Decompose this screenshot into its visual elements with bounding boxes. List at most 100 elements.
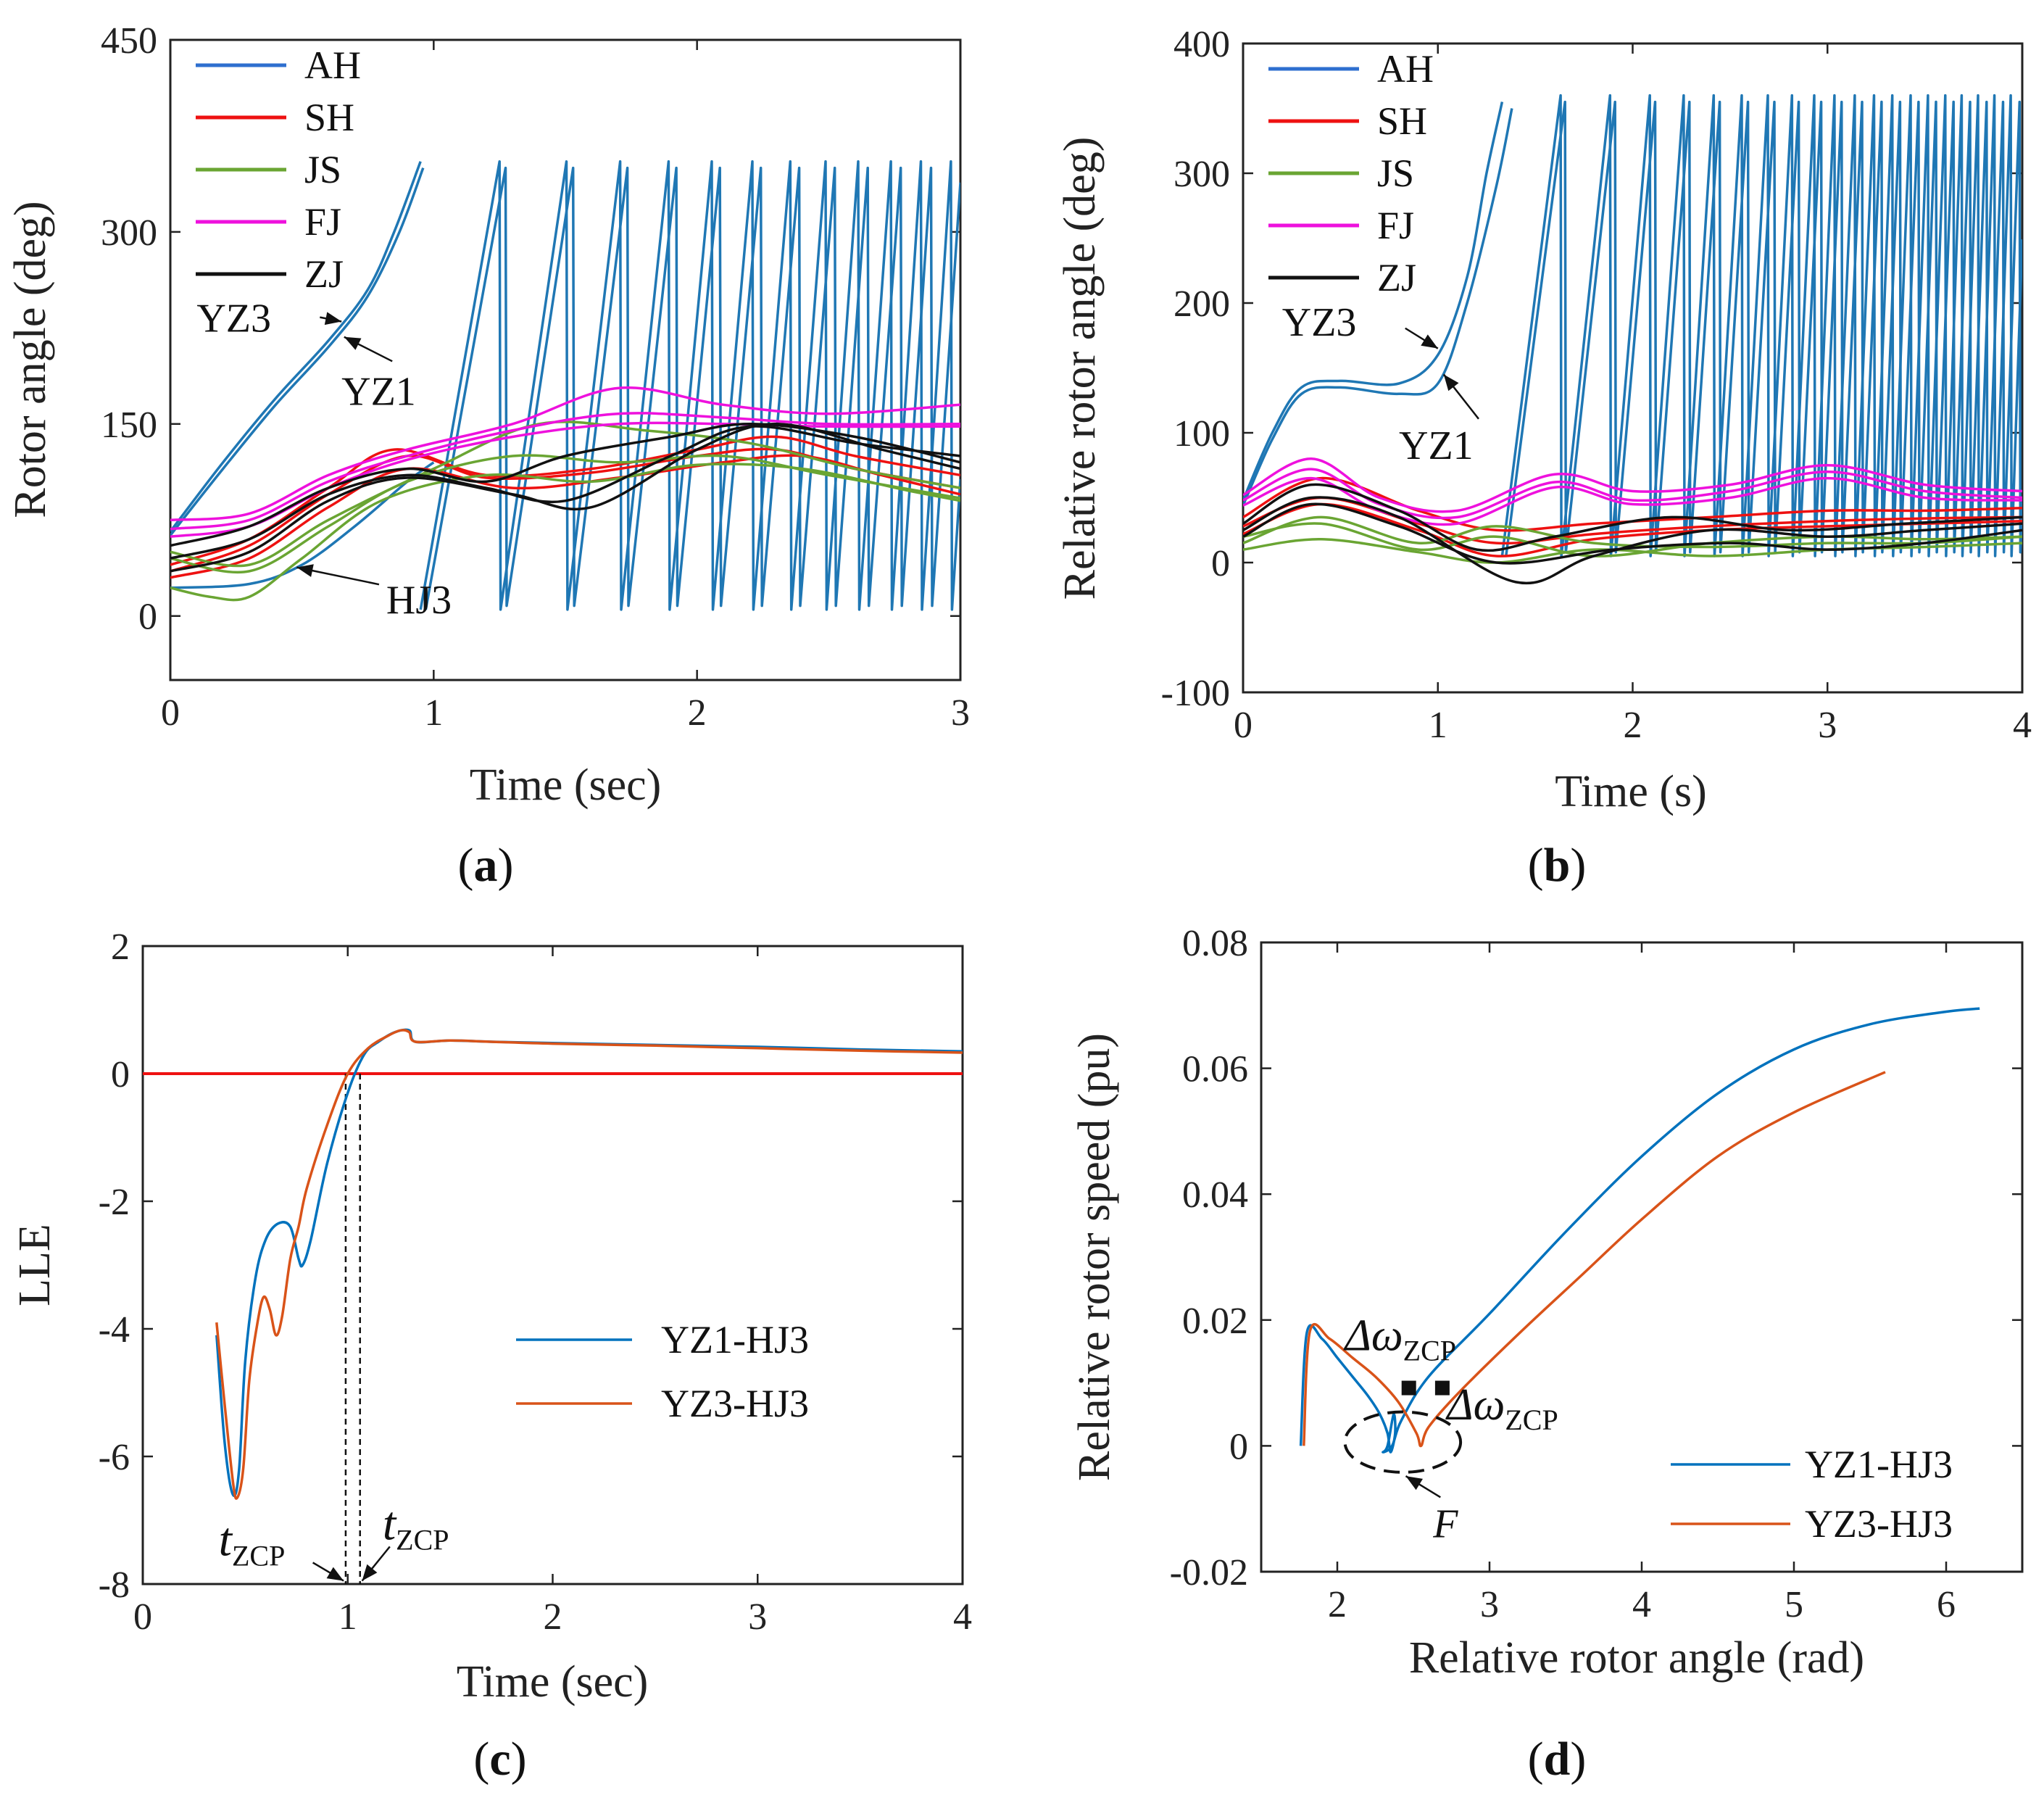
annotation-arrowhead xyxy=(1405,1476,1423,1491)
y-tick-label: 150 xyxy=(101,405,157,446)
legend-label: ZJ xyxy=(304,252,344,296)
y-tick-label: 300 xyxy=(1173,154,1230,195)
y-tick-label: 0.02 xyxy=(1182,1301,1248,1342)
x-tick-label: 2 xyxy=(1328,1584,1347,1625)
annotation-arrowhead xyxy=(296,564,314,577)
annotation-arrowhead xyxy=(1443,374,1459,391)
plot-area xyxy=(170,160,960,611)
x-tick-label: 3 xyxy=(1480,1584,1499,1625)
y-tick-label: -0.02 xyxy=(1170,1552,1248,1593)
series-line xyxy=(1243,476,2022,526)
annotation-arrowhead xyxy=(1421,334,1438,349)
y-tick-label: 0.04 xyxy=(1182,1174,1248,1216)
annotation-label: YZ1 xyxy=(341,369,416,414)
y-tick-label: 450 xyxy=(101,20,157,62)
y-tick-label: 0 xyxy=(1211,543,1230,584)
series-line xyxy=(170,454,960,574)
y-axis-label: Rotor angle (deg) xyxy=(6,201,55,518)
legend-label: YZ1-HJ3 xyxy=(1805,1443,1953,1486)
series-line xyxy=(170,454,960,579)
y-tick-label: -6 xyxy=(99,1437,130,1478)
plot-area xyxy=(1299,1007,1980,1454)
x-tick-label: 2 xyxy=(1624,705,1642,746)
y-tick-label: 300 xyxy=(101,212,157,254)
annotation-label: ΔωZCP xyxy=(1445,1380,1558,1436)
y-tick-label: -8 xyxy=(99,1564,130,1606)
annotation-subscript: ZCP xyxy=(396,1523,449,1556)
legend-label: ZJ xyxy=(1377,256,1416,299)
x-tick-label: 4 xyxy=(953,1596,972,1638)
annotation-symbol: t xyxy=(383,1497,397,1550)
x-tick-label: 2 xyxy=(688,692,707,734)
panel-label-a: (a) xyxy=(458,839,514,892)
series-line xyxy=(170,386,960,522)
series-line xyxy=(1243,101,1504,501)
y-tick-label: 0 xyxy=(111,1054,130,1095)
chart-d: (d) 2 3 4 5 6 -0.02 0 0.02 0.04 0.06 0.08 Relative … xyxy=(1070,923,2024,1786)
legend-label: AH xyxy=(1377,47,1434,91)
x-axis-label: Time (sec) xyxy=(470,760,662,810)
x-tick-label: 1 xyxy=(424,692,443,734)
x-tick-label: 3 xyxy=(1818,705,1837,746)
annotation-label: ΔωZCP xyxy=(1343,1311,1457,1367)
y-tick-label: 100 xyxy=(1173,413,1230,455)
series-sawtooth xyxy=(1500,94,2022,557)
series-line xyxy=(1299,1007,1980,1454)
legend-label: SH xyxy=(304,96,354,139)
series-line xyxy=(1243,476,2022,532)
annotation-symbol: Δω xyxy=(1445,1380,1505,1430)
series-line xyxy=(1243,502,2022,565)
y-tick-label: -4 xyxy=(99,1309,130,1351)
zcp-marker xyxy=(1401,1380,1416,1396)
plot-frame xyxy=(169,38,962,681)
y-tick-label: 0 xyxy=(1229,1426,1248,1467)
annotation-label: tZCP xyxy=(219,1513,286,1572)
x-tick-label: 4 xyxy=(1632,1584,1651,1625)
x-tick-label: 2 xyxy=(544,1596,562,1638)
series-line xyxy=(1243,468,2022,520)
series-line xyxy=(170,161,422,533)
legend-label: JS xyxy=(304,148,341,191)
annotation-symbol: t xyxy=(219,1513,233,1566)
legend-label: JS xyxy=(1377,152,1414,195)
x-tick-label: 4 xyxy=(2013,705,2032,746)
series-line xyxy=(170,423,960,573)
y-tick-label: 2 xyxy=(111,926,130,968)
x-tick-label: 1 xyxy=(338,1596,357,1638)
annotation-label: HJ3 xyxy=(386,578,452,623)
legend-label: FJ xyxy=(1377,204,1414,247)
y-tick-label: 400 xyxy=(1173,24,1230,65)
y-tick-label: 0 xyxy=(138,597,157,638)
x-tick-label: 1 xyxy=(1429,705,1447,746)
x-tick-label: 3 xyxy=(951,692,970,734)
x-tick-label: 6 xyxy=(1937,1584,1956,1625)
legend: AH SH JS FJ ZJ xyxy=(196,43,361,296)
x-tick-label: 0 xyxy=(1234,705,1252,746)
annotation-label: tZCP xyxy=(383,1497,449,1556)
series-line xyxy=(1243,483,2022,552)
series-sawtooth-2 xyxy=(424,166,960,610)
panel-label-b: (b) xyxy=(1528,839,1587,892)
y-tick-label: -100 xyxy=(1161,673,1230,714)
legend-label: SH xyxy=(1377,99,1427,143)
series-line xyxy=(170,435,960,566)
zcp-marker xyxy=(1434,1380,1450,1396)
series-line xyxy=(1303,1071,1886,1448)
chart-a: (a) 0 1 2 3 0 150 300 450 Time (sec) Rotor angle … xyxy=(6,20,970,892)
x-tick-label: 5 xyxy=(1785,1584,1803,1625)
series-line xyxy=(1243,515,2022,549)
series-sawtooth-2 xyxy=(1505,100,2022,557)
annotation-label: YZ3 xyxy=(1282,300,1357,345)
legend-label: YZ3-HJ3 xyxy=(1805,1502,1953,1546)
x-axis-label: Time (s) xyxy=(1555,767,1707,816)
legend: AH SH JS FJ ZJ xyxy=(1268,47,1434,299)
legend-label: YZ3-HJ3 xyxy=(661,1382,809,1425)
series-line xyxy=(1243,522,2022,557)
y-axis-label: Relative rotor speed (pu) xyxy=(1070,1033,1119,1481)
x-tick-label: 3 xyxy=(748,1596,767,1638)
plot-area xyxy=(1243,94,2022,585)
y-axis-label: Relative rotor angle (deg) xyxy=(1055,137,1105,600)
annotation-symbol: Δω xyxy=(1343,1311,1403,1360)
